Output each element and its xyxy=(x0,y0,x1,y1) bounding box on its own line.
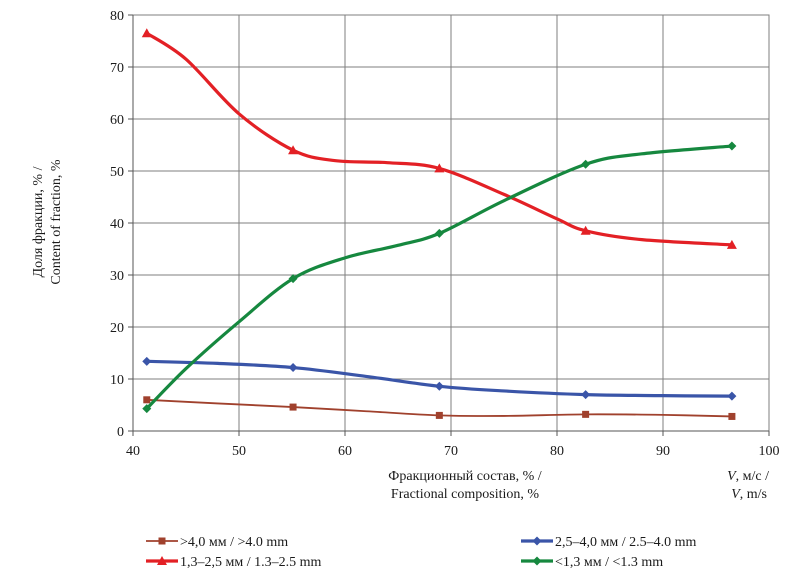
y-tick-label-20: 20 xyxy=(110,321,124,336)
legend-swatch-marker-3 xyxy=(157,556,167,565)
y-tick-label-60: 60 xyxy=(110,113,124,128)
legend-swatch-marker-2 xyxy=(532,536,542,546)
x-tick-label-70: 70 xyxy=(444,444,458,459)
series-4-line xyxy=(145,144,734,411)
series-2-point-5 xyxy=(727,391,737,401)
series-1-point-4 xyxy=(582,410,590,418)
series-1-point-1 xyxy=(143,396,151,404)
series-2 xyxy=(142,356,737,401)
x-axis-unit-var-2: V xyxy=(731,487,741,502)
y-tick-label-30: 30 xyxy=(110,269,124,284)
series-3-point-4 xyxy=(580,225,591,235)
legend-swatch-marker-1 xyxy=(158,537,166,545)
y-tick-label-70: 70 xyxy=(110,61,124,76)
y-tick-label-0: 0 xyxy=(117,425,124,440)
series-4-point-4 xyxy=(581,159,591,169)
series-2-point-1 xyxy=(142,356,152,366)
x-tick-label-90: 90 xyxy=(656,444,670,459)
series-1 xyxy=(143,396,736,420)
series-4-point-3 xyxy=(434,228,444,238)
legend-swatch-marker-4 xyxy=(532,556,542,566)
x-tick-label-100: 100 xyxy=(759,444,780,459)
legend-label-1: >4,0 мм / >4.0 mm xyxy=(180,535,288,550)
x-axis-title-line2: Fractional composition, % xyxy=(391,487,539,502)
x-axis-unit-var-1: V xyxy=(727,469,737,484)
series-4-point-1 xyxy=(142,404,152,414)
y-axis-title-line1: Доля фракции, % / xyxy=(31,166,46,277)
x-tick-label-50: 50 xyxy=(232,444,246,459)
x-tick-label-40: 40 xyxy=(126,444,140,459)
tick-labels: 0 10 20 30 40 50 60 70 80 40 50 60 70 80 90 100 xyxy=(110,9,780,459)
legend-item-3: 1,3–2,5 мм / 1.3–2.5 mm xyxy=(146,555,321,570)
series-3-point-5 xyxy=(726,239,737,249)
series-3-line xyxy=(145,31,734,247)
series-2-point-2 xyxy=(288,363,298,373)
legend-label-4: <1,3 мм / <1.3 mm xyxy=(555,555,663,570)
x-axis-unit-rest-2: , m/s xyxy=(740,487,767,502)
legend-item-2: 2,5–4,0 мм / 2.5–4.0 mm xyxy=(521,535,696,550)
x-axis-unit-line2: V, m/s xyxy=(731,487,767,502)
axes xyxy=(128,14,770,436)
series-2-point-3 xyxy=(434,381,444,391)
x-tick-label-60: 60 xyxy=(338,444,352,459)
legend-label-3: 1,3–2,5 мм / 1.3–2.5 mm xyxy=(180,555,321,570)
x-tick-label-80: 80 xyxy=(550,444,564,459)
series-1-point-3 xyxy=(435,411,443,419)
y-tick-label-10: 10 xyxy=(110,373,124,388)
series-4-point-2 xyxy=(288,274,298,284)
series-layer xyxy=(141,28,737,420)
series-4-point-5 xyxy=(727,141,737,151)
x-axis-unit-rest-1: , м/с / xyxy=(736,469,769,484)
series-3-point-2 xyxy=(288,145,299,155)
series-3 xyxy=(141,28,737,249)
series-3-point-1 xyxy=(141,28,152,38)
series-2-point-4 xyxy=(581,390,591,400)
x-axis-unit-line1: V, м/с / xyxy=(727,469,769,484)
series-3-point-3 xyxy=(434,163,445,173)
legend: >4,0 мм / >4.0 mm 2,5–4,0 мм / 2.5–4.0 mm… xyxy=(146,535,696,570)
legend-item-4: <1,3 мм / <1.3 mm xyxy=(521,555,663,570)
series-1-point-5 xyxy=(728,412,736,420)
y-tick-label-50: 50 xyxy=(110,165,124,180)
series-1-point-2 xyxy=(289,403,297,411)
legend-item-1: >4,0 мм / >4.0 mm xyxy=(146,535,288,550)
y-tick-label-40: 40 xyxy=(110,217,124,232)
legend-label-2: 2,5–4,0 мм / 2.5–4.0 mm xyxy=(555,535,696,550)
y-tick-label-80: 80 xyxy=(110,9,124,24)
y-axis-title-line2: Content of fraction, % xyxy=(49,159,64,285)
x-axis-title-line1: Фракционный состав, % / xyxy=(388,469,541,484)
series-4 xyxy=(142,141,737,414)
